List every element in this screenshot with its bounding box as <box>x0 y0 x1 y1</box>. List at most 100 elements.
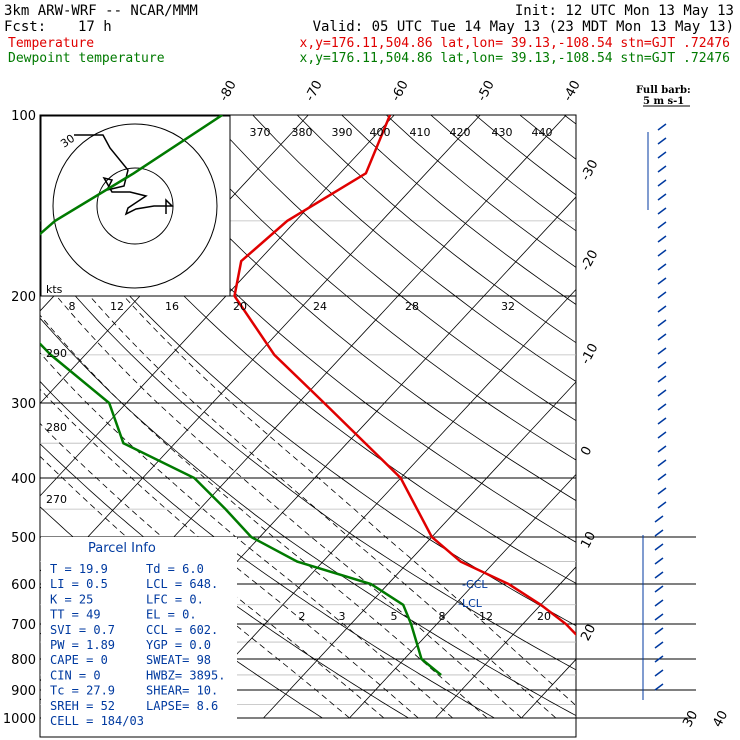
wind-barb <box>654 599 664 607</box>
hodograph-speed-label: 32 <box>501 300 515 313</box>
wind-barb <box>657 375 667 383</box>
wind-barb <box>654 571 664 579</box>
hodograph-speed-label: 12 <box>110 300 124 313</box>
fcst-value: 17 h <box>78 19 112 35</box>
wind-barb <box>657 221 667 229</box>
hodograph-speed-label: 16 <box>165 300 179 313</box>
wind-barb <box>657 431 667 439</box>
hodograph-ring-outer <box>52 123 218 289</box>
wind-barb <box>657 417 667 425</box>
hodograph-unit: kts <box>46 283 63 296</box>
location-line-temp: x,y=176.11,504.86 lat,lon= 39.13,-108.54… <box>300 36 730 51</box>
parcel-row-right: LCL = 648. <box>146 577 218 591</box>
hodograph-frame <box>40 115 231 297</box>
dry-adiabat <box>252 115 576 382</box>
wind-barb <box>654 655 664 663</box>
skew-temp-label: 30 <box>680 708 701 730</box>
dry-adiabat <box>40 380 495 719</box>
wind-barb <box>657 193 667 201</box>
parcel-row-left: Tc = 27.9 <box>50 684 115 698</box>
theta-label: 440 <box>532 126 553 139</box>
wind-barb <box>657 445 667 453</box>
dry-adiabat <box>74 115 576 543</box>
dry-adiabat <box>609 115 740 718</box>
wind-barb <box>657 137 667 145</box>
model-title: 3km ARW-WRF -- NCAR/MMM <box>4 3 198 19</box>
wind-barb <box>654 529 664 537</box>
skew-temp-label: -30 <box>578 157 601 183</box>
skew-temp-label: -50 <box>475 78 498 104</box>
skew-temp-label: -60 <box>389 78 412 104</box>
dry-adiabat-label: 280 <box>46 421 67 434</box>
theta-label: 390 <box>332 126 353 139</box>
wind-barb <box>654 543 664 551</box>
wind-barb <box>657 459 667 467</box>
parcel-info-title: Parcel Info <box>88 541 156 556</box>
wind-barb <box>657 501 667 509</box>
hodograph-speed-label: 28 <box>405 300 419 313</box>
parcel-row-right: EL = 0. <box>146 608 197 622</box>
skew-temp-label: 40 <box>710 708 731 730</box>
dry-adiabat <box>653 115 740 718</box>
wind-barb <box>657 263 667 271</box>
parcel-row-left: CELL = 184/03 <box>50 714 144 728</box>
level-label: -LCL <box>458 597 483 610</box>
init-time: Init: 12 UTC Mon 13 May 13 <box>515 3 734 19</box>
level-label: -CCL <box>462 578 488 591</box>
isotherm <box>177 288 576 719</box>
hodograph-trace <box>74 134 174 216</box>
parcel-row-right: YGP = 0.0 <box>146 638 211 652</box>
pressure-label-600: 600 <box>11 578 36 593</box>
wind-barb <box>657 151 667 159</box>
parcel-row-right: LAPSE= 8.6 <box>146 699 218 713</box>
parcel-row-left: SREH = 52 <box>50 699 115 713</box>
theta-label: 380 <box>292 126 313 139</box>
parcel-row-left: LI = 0.5 <box>50 577 108 591</box>
mixing-ratio-label: 8 <box>439 610 446 623</box>
mixing-ratio-label: 12 <box>479 610 493 623</box>
wind-barb <box>657 165 667 173</box>
skew-temp-label: -40 <box>561 78 584 104</box>
pressure-label-700: 700 <box>11 618 36 633</box>
skew-temp-label: -20 <box>578 248 601 274</box>
pressure-label-900: 900 <box>11 684 36 699</box>
parcel-row-left: CIN = 0 <box>50 668 101 682</box>
wind-barb <box>657 347 667 355</box>
wind-barb <box>654 627 664 635</box>
parcel-row-right: Td = 6.0 <box>146 562 204 576</box>
parcel-row-right: SWEAT= 98 <box>146 653 211 667</box>
wind-barb <box>654 515 664 523</box>
dry-adiabat-label: 290 <box>46 347 67 360</box>
parcel-row-right: SHEAR= 10. <box>146 684 218 698</box>
dry-adiabat <box>118 115 576 502</box>
parcel-info-bg <box>41 537 237 736</box>
skew-temp-label: -70 <box>303 78 326 104</box>
pressure-label-1000: 1000 <box>3 712 36 727</box>
skew-temp-label: -80 <box>217 78 240 104</box>
mixing-ratio-label: 3 <box>339 610 346 623</box>
dry-adiabat <box>207 115 576 422</box>
wind-barb <box>657 123 667 131</box>
skew-temp-label: -10 <box>578 341 601 367</box>
legend-temperature: Temperature <box>8 36 94 51</box>
mixing-ratio-label: 20 <box>537 610 551 623</box>
hodograph-speed-label: 8 <box>69 300 76 313</box>
wind-barb <box>654 557 664 565</box>
parcel-row-left: K = 25 <box>50 592 93 606</box>
theta-label: 370 <box>250 126 271 139</box>
profile-temperature <box>233 115 576 637</box>
isobar-lines <box>40 114 696 719</box>
parcel-row-right: HWBZ= 3895. <box>146 668 225 682</box>
dry-adiabat <box>40 192 576 627</box>
dry-adiabat <box>40 317 576 717</box>
pressure-label-200: 200 <box>11 290 36 305</box>
dry-adiabat-label: 270 <box>46 493 67 506</box>
wind-barb <box>654 585 664 593</box>
mixing-ratio-label: 5 <box>391 610 398 623</box>
wind-barb <box>657 487 667 495</box>
isotherm <box>693 115 740 718</box>
hodograph-speed-label: 24 <box>313 300 327 313</box>
mixing-ratio-label: 2 <box>299 610 306 623</box>
legend-dewpoint: Dewpoint temperature <box>8 51 165 66</box>
